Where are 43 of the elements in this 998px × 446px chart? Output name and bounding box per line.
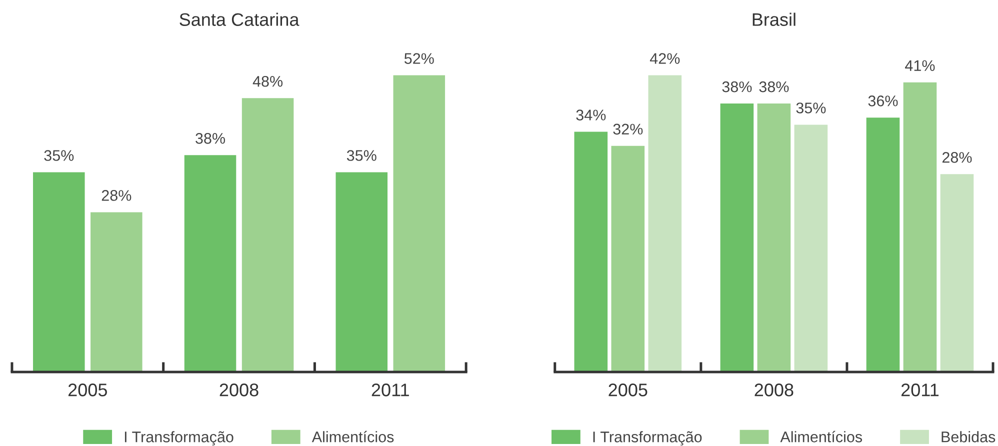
- data-label: 38%: [722, 81, 752, 92]
- data-label: 42%: [650, 53, 680, 64]
- bar: [903, 82, 937, 372]
- data-label: 28%: [942, 152, 972, 163]
- bar: [757, 104, 791, 372]
- chart-title: Santa Catarina: [180, 12, 300, 26]
- x-tick-label: 2011: [901, 384, 939, 396]
- x-tick-label: 2005: [68, 384, 107, 396]
- bar: [184, 155, 236, 372]
- legend-label: Alimentícios: [312, 430, 394, 442]
- data-label: 48%: [252, 76, 283, 87]
- bar: [648, 75, 682, 372]
- data-label: 52%: [404, 53, 434, 64]
- data-label: 36%: [868, 96, 898, 106]
- data-label: 34%: [576, 110, 606, 120]
- data-label: 38%: [196, 132, 226, 144]
- bar: [720, 104, 754, 372]
- legend-label: I Transformação: [593, 431, 702, 446]
- x-tick-label: 2008: [754, 384, 794, 396]
- bar: [866, 118, 900, 372]
- bar: [242, 98, 294, 372]
- bar: [33, 172, 85, 372]
- bar: [940, 174, 974, 372]
- bar: [611, 146, 645, 372]
- x-tick-label: 2008: [220, 384, 258, 396]
- bar: [393, 75, 446, 372]
- data-label: 41%: [905, 60, 935, 71]
- legend-label: I Transformação: [124, 431, 234, 446]
- data-label: 35%: [346, 150, 376, 161]
- legend-label: Bebidas: [942, 431, 996, 442]
- bar: [336, 172, 388, 372]
- data-label: 35%: [796, 102, 826, 114]
- data-label: 32%: [613, 124, 643, 135]
- x-tick-label: 2011: [372, 384, 409, 396]
- chart-title: Brasil: [752, 12, 796, 26]
- data-label: 28%: [102, 190, 132, 201]
- bar: [574, 132, 608, 372]
- bar: [90, 212, 142, 372]
- data-label: 38%: [759, 81, 789, 92]
- x-tick-label: 2005: [608, 384, 648, 396]
- legend-label: Alimentícios: [780, 430, 862, 442]
- data-label: 35%: [44, 150, 74, 161]
- bar: [794, 124, 828, 372]
